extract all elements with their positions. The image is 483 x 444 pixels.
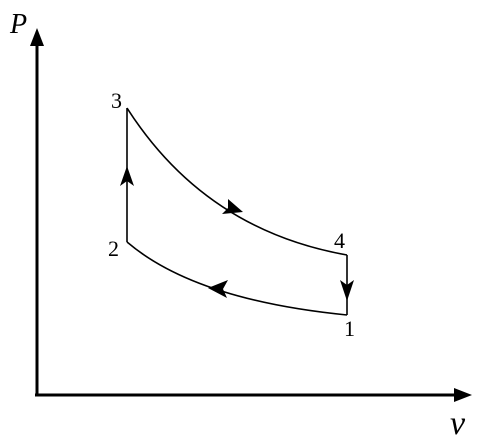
y-axis-arrowhead [30, 28, 44, 46]
x-axis-label: v [450, 405, 466, 442]
state-label-2: 2 [108, 236, 119, 261]
direction-arrows [120, 166, 354, 301]
state-label-1: 1 [344, 316, 355, 341]
y-axis-label: P [9, 9, 27, 40]
x-axis-arrowhead [454, 388, 472, 402]
axes [30, 28, 472, 402]
state-label-4: 4 [334, 228, 345, 253]
process-3-4-curve [126, 107, 348, 256]
arrow-down-icon [340, 280, 354, 301]
arrow-left-icon [208, 280, 228, 298]
state-labels: 1 2 3 4 [108, 88, 355, 341]
arrow-down-right-icon [222, 199, 243, 214]
process-1-2-curve [126, 241, 348, 316]
state-label-3: 3 [111, 88, 122, 113]
arrow-up-icon [120, 166, 134, 186]
